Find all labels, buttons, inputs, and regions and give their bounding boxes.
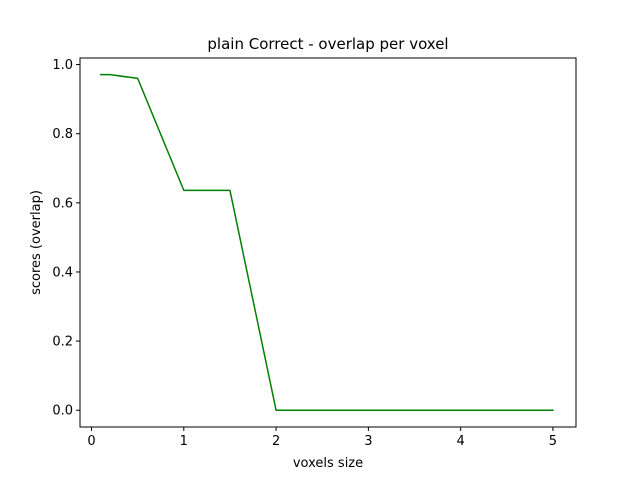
x-axis-label: voxels size [293,456,363,471]
x-tick-label: 4 [457,434,465,449]
x-tick-label: 1 [180,434,188,449]
y-tick-label: 0.2 [52,335,73,350]
x-tick-label: 5 [549,434,557,449]
chart-title: plain Correct - overlap per voxel [207,35,448,53]
y-tick-label: 0.8 [52,127,73,142]
x-tick-label: 2 [272,434,280,449]
y-tick-label: 0.4 [52,265,73,280]
y-axis-label: scores (overlap) [29,190,44,295]
y-tick-label: 0.0 [52,404,73,419]
y-tick-label: 0.6 [52,196,73,211]
y-tick-label: 1.0 [52,58,73,73]
x-tick-label: 0 [87,434,95,449]
x-tick-label: 3 [364,434,372,449]
